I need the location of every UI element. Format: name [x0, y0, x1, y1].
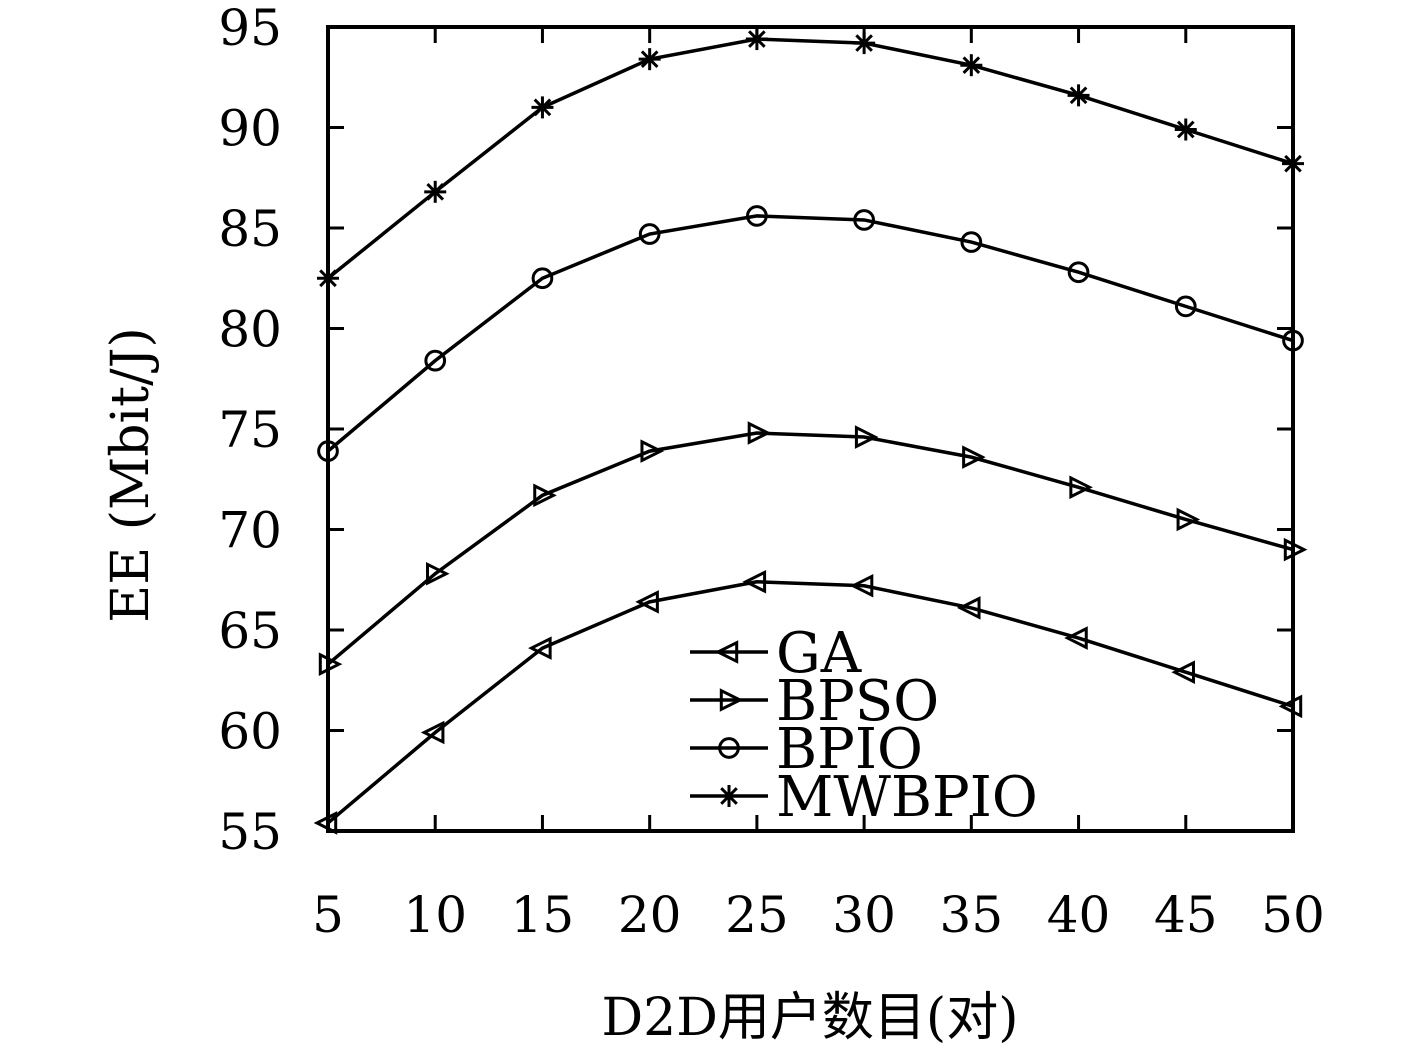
legend-label: MWBPIO — [776, 765, 1038, 830]
y-tick-label: 75 — [218, 401, 282, 459]
legend-marker — [718, 737, 740, 759]
data-point — [1069, 475, 1093, 500]
data-point — [746, 205, 768, 227]
y-tick-label: 90 — [218, 100, 282, 158]
data-point — [956, 596, 981, 620]
x-tick-label: 15 — [511, 886, 575, 944]
y-tick-label: 60 — [218, 703, 282, 761]
y-tick-label: 85 — [218, 200, 282, 258]
data-point — [960, 54, 983, 77]
x-tick-label: 20 — [618, 886, 682, 944]
y-tick-label: 80 — [218, 301, 282, 359]
data-point — [853, 209, 875, 231]
data-point — [531, 96, 554, 119]
y-tick-label: 65 — [218, 602, 282, 660]
legend-item: BPIO — [690, 717, 923, 782]
data-point — [962, 445, 986, 469]
data-point — [528, 636, 552, 660]
x-tick-label: 25 — [725, 886, 789, 944]
data-point — [531, 267, 554, 290]
legend-item: MWBPIO — [690, 765, 1038, 830]
x-tick-label: 10 — [403, 886, 467, 944]
x-tick-label: 40 — [1047, 886, 1111, 944]
series-line — [326, 214, 1294, 453]
data-point — [638, 223, 661, 245]
legend-label: GA — [776, 621, 862, 686]
data-point — [849, 574, 874, 598]
data-point — [1067, 261, 1090, 284]
data-point — [1176, 507, 1201, 532]
data-point — [854, 425, 879, 449]
data-point — [424, 349, 447, 372]
data-point — [747, 421, 772, 445]
data-point — [960, 231, 983, 253]
x-tick-label: 35 — [940, 886, 1004, 944]
legend-item: BPSO — [690, 669, 939, 734]
legend-label: BPIO — [776, 717, 923, 782]
legend-label: BPSO — [776, 669, 939, 734]
y-axis-title: EE (Mbit/J) — [101, 327, 161, 622]
y-tick-label: 55 — [218, 803, 282, 861]
series-bpio — [317, 205, 1304, 462]
x-tick-label: 50 — [1261, 886, 1325, 944]
ticks-layer: 55 60 65 70 75 80 85 90 95 5 10 15 20 25 30 35 40 45 50 — [218, 0, 1324, 944]
x-tick-label: 45 — [1154, 886, 1218, 944]
x-tick-label: 5 — [312, 886, 344, 944]
series-line — [326, 37, 1294, 280]
data-point — [640, 439, 665, 463]
y-tick-label: 70 — [218, 502, 282, 560]
data-point — [420, 720, 445, 745]
legend-item: GA — [690, 621, 862, 686]
data-point — [426, 561, 450, 586]
x-tick-label: 30 — [832, 886, 896, 944]
data-point — [638, 48, 661, 71]
data-point — [742, 569, 767, 594]
data-point — [635, 590, 659, 614]
y-tick-label: 95 — [218, 0, 282, 57]
data-point — [1174, 118, 1197, 141]
series-line — [326, 580, 1294, 825]
data-point — [424, 180, 447, 203]
legend-marker — [719, 688, 744, 712]
x-axis-title: D2D用户数目(对) — [601, 988, 1018, 1048]
legend-marker — [714, 640, 739, 664]
data-point — [533, 483, 557, 508]
data-point — [1067, 84, 1090, 107]
data-point — [1171, 660, 1195, 684]
legend-marker — [718, 785, 740, 807]
series-mwbpio — [317, 28, 1304, 290]
data-point — [1064, 626, 1088, 650]
data-point — [1174, 295, 1197, 318]
series-line — [326, 431, 1294, 666]
